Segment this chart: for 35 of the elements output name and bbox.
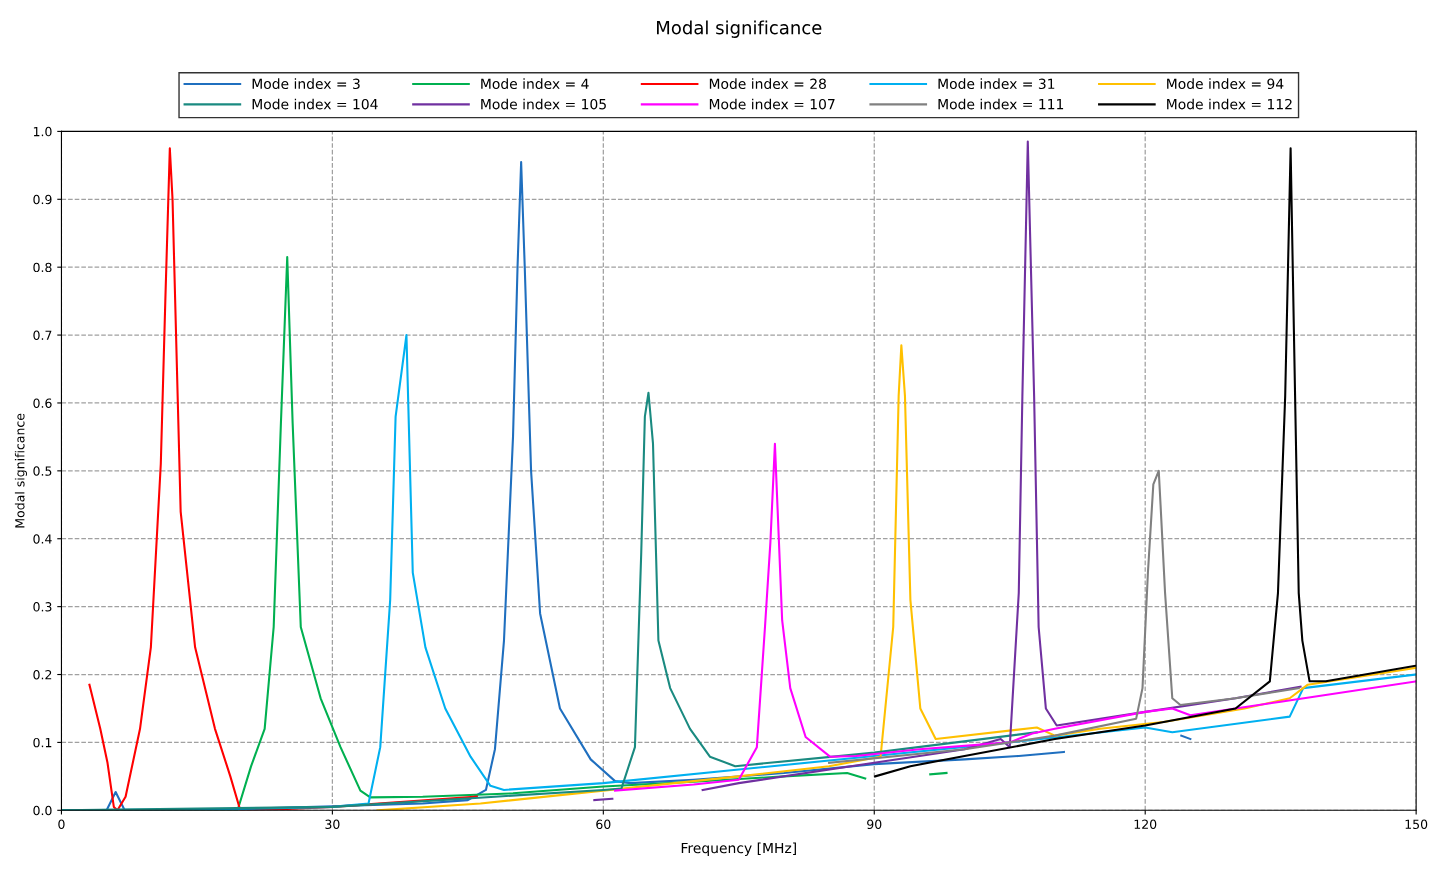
- line-series: [376, 344, 1417, 811]
- y-tick-label: 0.9: [33, 194, 52, 205]
- x-axis-title: Frequency [MHz]: [681, 842, 796, 856]
- y-tick-label: 0.2: [33, 669, 52, 680]
- line-series: [61, 391, 1038, 811]
- legend-label: Mode index = 4: [481, 78, 589, 90]
- y-tick-label: 0.6: [33, 398, 52, 408]
- y-tick-label: 0.1: [33, 737, 52, 748]
- legend-label: Mode index = 111: [938, 98, 1064, 110]
- x-tick-label: 120: [1134, 819, 1157, 829]
- legend-label: Mode index = 31: [938, 78, 1055, 90]
- line-series: [828, 469, 1300, 764]
- y-axis-title: Modal significance: [14, 413, 27, 528]
- legend-label: Mode index = 3: [252, 78, 360, 90]
- y-tick-label: 0.4: [33, 534, 52, 544]
- y-tick-label: 0.0: [33, 805, 52, 816]
- y-tick-label: 0.8: [33, 262, 52, 273]
- x-tick-label: 30: [325, 819, 340, 829]
- legend-label: Mode index = 28: [709, 78, 826, 90]
- y-tick-label: 0.7: [33, 330, 52, 340]
- line-series: [88, 147, 478, 811]
- legend-label: Mode index = 104: [252, 98, 378, 110]
- x-tick-label: 150: [1405, 819, 1428, 829]
- x-tick-label: 60: [596, 819, 611, 829]
- x-tick-label: 90: [867, 819, 882, 829]
- y-tick-label: 0.3: [33, 602, 52, 612]
- legend-label: Mode index = 107: [709, 98, 835, 110]
- y-tick-label: 1.0: [33, 126, 52, 137]
- legend-label: Mode index = 105: [481, 98, 606, 110]
- x-tick-label: 0: [58, 819, 65, 829]
- chart-title: Modal significance: [657, 20, 822, 38]
- line-series: [614, 442, 1417, 792]
- legend-label: Mode index = 94: [1167, 78, 1284, 90]
- y-tick-label: 0.5: [33, 466, 52, 476]
- legend-label: Mode index = 112: [1167, 98, 1292, 110]
